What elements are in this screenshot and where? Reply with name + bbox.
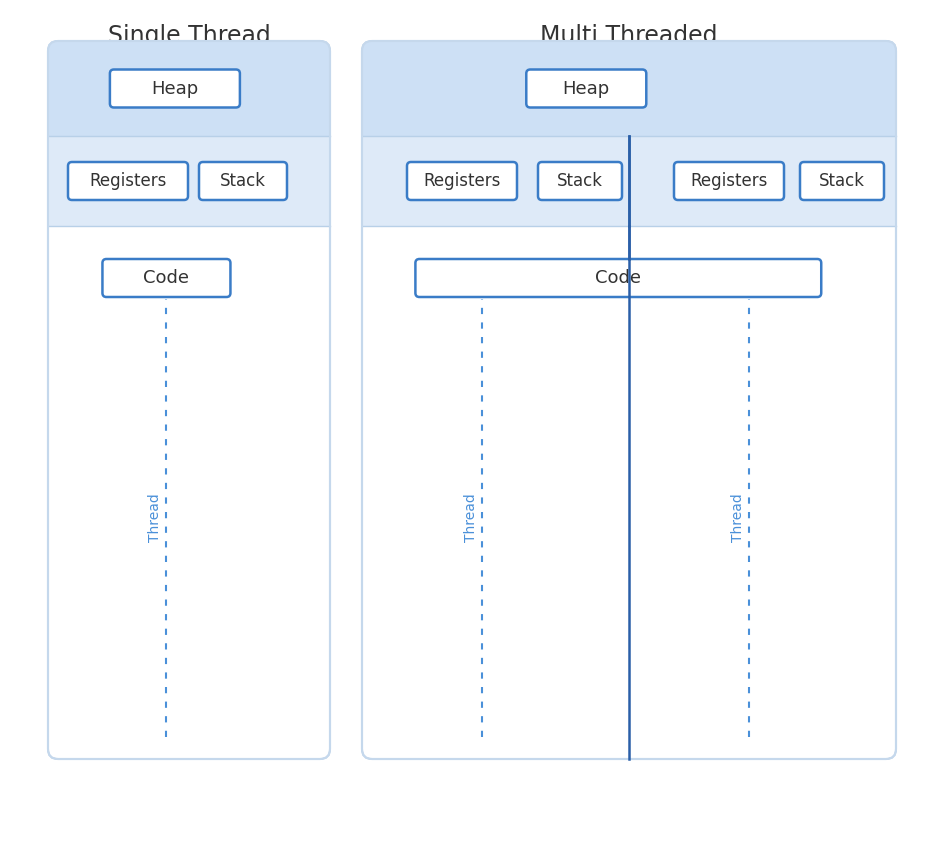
FancyBboxPatch shape bbox=[48, 41, 330, 136]
FancyBboxPatch shape bbox=[407, 162, 517, 200]
Bar bbox=[48, 88, 330, 136]
Text: Code: Code bbox=[595, 269, 641, 287]
FancyBboxPatch shape bbox=[526, 69, 646, 107]
Bar bbox=[48, 136, 330, 226]
Text: Registers: Registers bbox=[691, 172, 768, 190]
Bar bbox=[362, 88, 896, 136]
Text: Registers: Registers bbox=[423, 172, 501, 190]
Text: Thread: Thread bbox=[149, 493, 163, 543]
FancyBboxPatch shape bbox=[102, 259, 230, 297]
FancyBboxPatch shape bbox=[416, 259, 821, 297]
Text: Single Thread: Single Thread bbox=[108, 24, 271, 48]
Text: Code: Code bbox=[143, 269, 189, 287]
FancyBboxPatch shape bbox=[362, 41, 896, 136]
FancyBboxPatch shape bbox=[68, 162, 188, 200]
Text: Heap: Heap bbox=[563, 79, 610, 98]
Text: Thread: Thread bbox=[464, 493, 478, 543]
FancyBboxPatch shape bbox=[110, 69, 240, 107]
Text: Stack: Stack bbox=[220, 172, 266, 190]
Text: Registers: Registers bbox=[89, 172, 167, 190]
Text: Stack: Stack bbox=[819, 172, 865, 190]
Bar bbox=[362, 136, 896, 226]
FancyBboxPatch shape bbox=[538, 162, 622, 200]
FancyBboxPatch shape bbox=[674, 162, 784, 200]
Text: Stack: Stack bbox=[557, 172, 603, 190]
FancyBboxPatch shape bbox=[362, 41, 896, 759]
Text: Thread: Thread bbox=[731, 493, 745, 543]
Text: Heap: Heap bbox=[152, 79, 198, 98]
FancyBboxPatch shape bbox=[48, 41, 330, 759]
FancyBboxPatch shape bbox=[800, 162, 884, 200]
FancyBboxPatch shape bbox=[199, 162, 287, 200]
Text: Multi Threaded: Multi Threaded bbox=[540, 24, 718, 48]
